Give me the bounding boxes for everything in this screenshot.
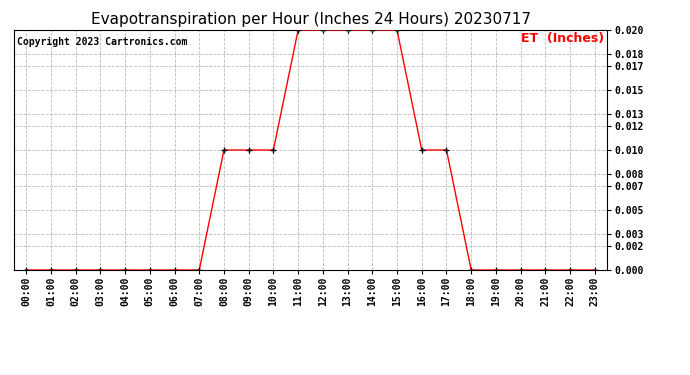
Text: Copyright 2023 Cartronics.com: Copyright 2023 Cartronics.com — [17, 37, 187, 47]
Title: Evapotranspiration per Hour (Inches 24 Hours) 20230717: Evapotranspiration per Hour (Inches 24 H… — [90, 12, 531, 27]
Text: ET  (Inches): ET (Inches) — [521, 32, 604, 45]
